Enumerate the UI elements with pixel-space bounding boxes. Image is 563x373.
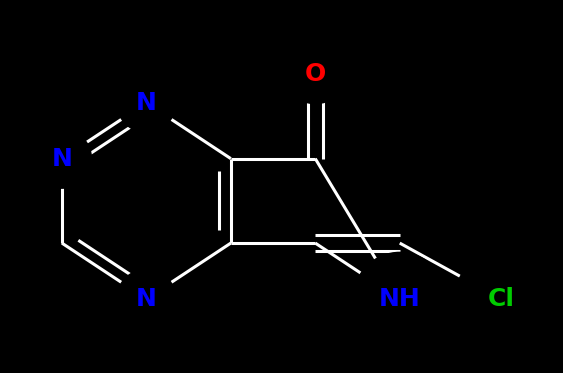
Text: NH: NH <box>379 287 421 311</box>
Circle shape <box>354 253 446 345</box>
Circle shape <box>286 45 345 104</box>
Text: O: O <box>305 62 326 86</box>
Text: N: N <box>51 147 72 170</box>
Circle shape <box>32 129 91 188</box>
Circle shape <box>117 269 176 328</box>
Text: N: N <box>136 287 157 311</box>
Text: N: N <box>136 91 157 115</box>
Circle shape <box>117 73 176 132</box>
Text: Cl: Cl <box>488 287 515 311</box>
Circle shape <box>455 253 548 345</box>
